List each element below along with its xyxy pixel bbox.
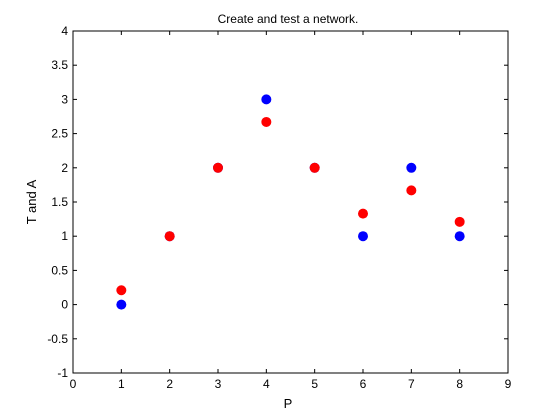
x-tick-label: 9 bbox=[505, 377, 512, 391]
x-tick-label: 6 bbox=[360, 377, 367, 391]
y-tick-label: -0.5 bbox=[47, 332, 68, 346]
y-tick-label: 3.5 bbox=[51, 58, 68, 72]
x-tick-labels: 0 1 2 3 4 5 6 7 8 9 bbox=[70, 377, 512, 391]
data-point bbox=[261, 94, 272, 105]
x-tick-label: 0 bbox=[70, 377, 77, 391]
y-tick-label: 4 bbox=[61, 24, 68, 38]
data-points bbox=[116, 94, 465, 310]
data-point bbox=[213, 162, 223, 173]
x-tick-label: 8 bbox=[456, 377, 463, 391]
data-point bbox=[116, 285, 127, 296]
x-tick-label: 7 bbox=[408, 377, 415, 391]
y-tick-label: -1 bbox=[57, 366, 68, 380]
x-tick-label: 3 bbox=[215, 377, 222, 391]
data-point bbox=[309, 162, 320, 173]
data-point bbox=[406, 162, 417, 173]
y-tick-label: 0 bbox=[61, 298, 68, 312]
x-tick-label: 2 bbox=[166, 377, 173, 391]
y-tick-labels: -1 -0.5 0 0.5 1 1.5 2 2.5 3 3.5 4 bbox=[47, 24, 68, 380]
x-axis-label: P bbox=[284, 396, 293, 411]
series-1 bbox=[116, 116, 465, 296]
ticks bbox=[72, 30, 509, 374]
data-point bbox=[358, 231, 368, 242]
y-axis-label: T and A bbox=[24, 179, 39, 224]
y-tick-label: 1 bbox=[61, 229, 68, 243]
data-point bbox=[406, 185, 417, 196]
data-point bbox=[164, 231, 175, 242]
y-tick-label: 0.5 bbox=[51, 263, 68, 277]
x-tick-label: 1 bbox=[118, 377, 125, 391]
y-tick-label: 2 bbox=[61, 161, 68, 175]
data-point bbox=[358, 208, 368, 219]
data-point bbox=[261, 116, 272, 127]
data-point bbox=[454, 231, 465, 242]
x-tick-label: 5 bbox=[311, 377, 318, 391]
plot-area bbox=[72, 30, 509, 374]
data-point bbox=[454, 216, 465, 227]
y-tick-label: 3 bbox=[61, 92, 68, 106]
y-tick-label: 2.5 bbox=[51, 127, 68, 141]
x-tick-label: 4 bbox=[263, 377, 270, 391]
data-point bbox=[116, 299, 127, 310]
chart-title: Create and test a network. bbox=[218, 12, 359, 26]
y-tick-label: 1.5 bbox=[51, 195, 68, 209]
